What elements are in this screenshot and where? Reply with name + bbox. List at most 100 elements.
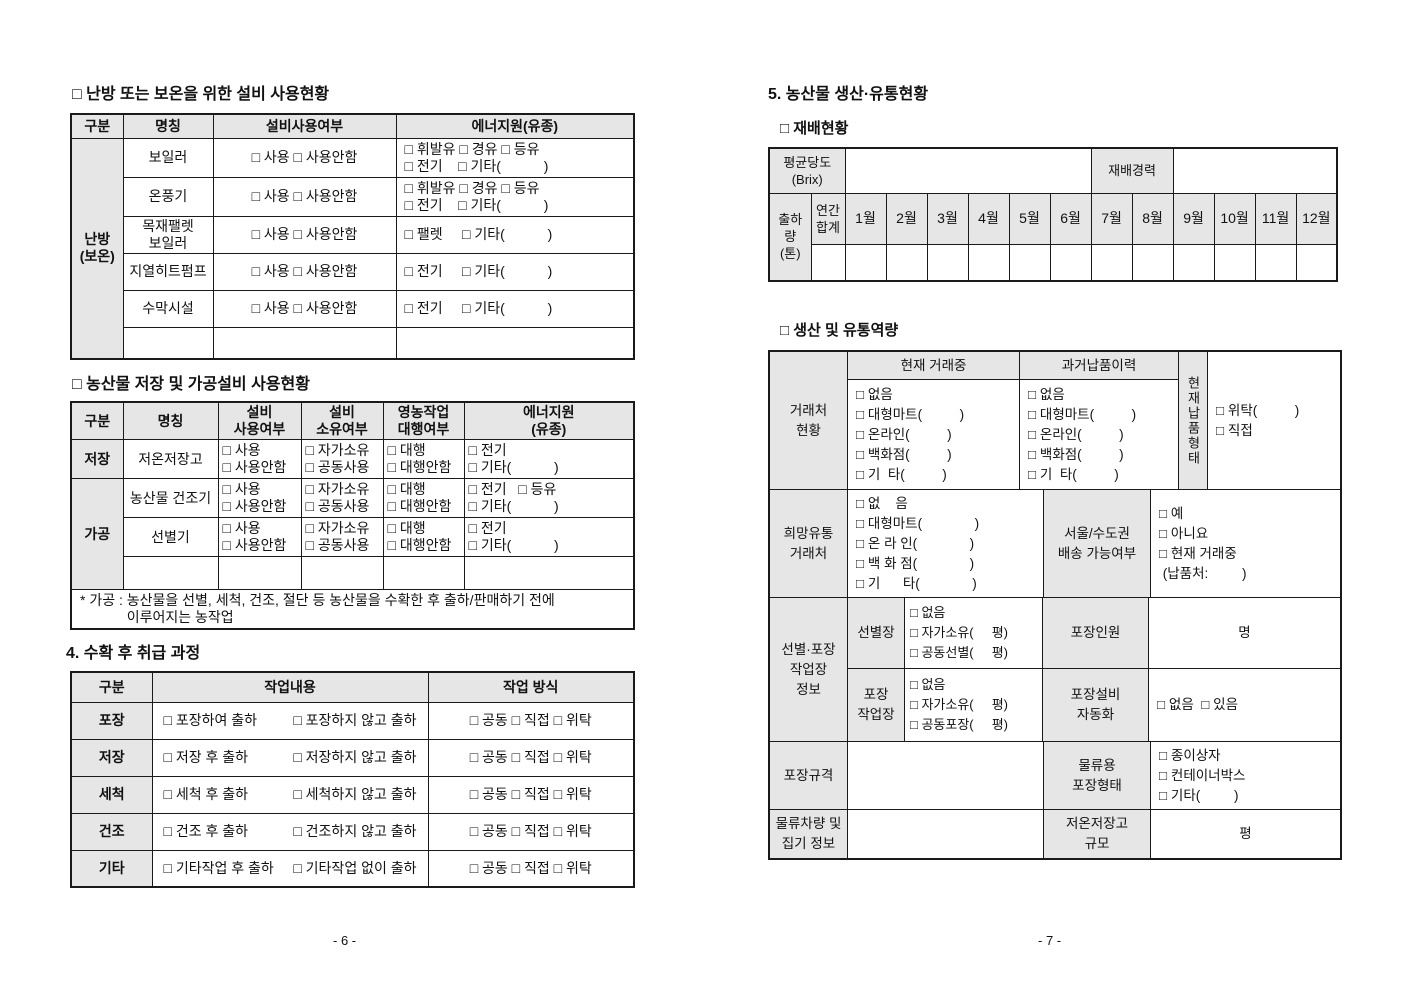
equipment-name-cell: 저온저장고 (122, 439, 219, 479)
shipment-input-cell[interactable] (967, 243, 1010, 282)
automation-label-cell: 포장설비 자동화 (1043, 669, 1149, 741)
automation-checkboxes[interactable]: □ 없음 □ 있음 (1157, 697, 1238, 712)
checkbox-option[interactable]: □ 포장하지 않고 출하 (293, 712, 417, 728)
current-clients-checkboxes[interactable]: □ 없음 □ 대형마트( ) □ 온라인( ) □ 백화점( ) □ 기 타( … (848, 380, 1020, 489)
own-checkbox-cell[interactable]: □ 자가소유 □ 공동사용 (300, 439, 384, 479)
sugar-input-cell[interactable] (844, 147, 1092, 194)
checkbox-option[interactable]: □ 건조하지 않고 출하 (293, 823, 417, 839)
equipment-name-cell: 선별기 (122, 517, 219, 557)
sugar-label-cell: 평균당도 (Brix) (768, 147, 846, 194)
table-row: 건조 □ 건조 후 출하 □ 건조하지 않고 출하 □ 공동 □ 직접 □ 위탁 (70, 812, 635, 851)
agency-checkbox-cell[interactable]: □ 대행 □ 대행안함 (382, 478, 465, 518)
energy-checkbox-cell[interactable]: □ 전기 □ 기타( ) (395, 252, 635, 291)
shipment-input-cell[interactable] (1172, 243, 1215, 282)
input-cell[interactable] (122, 556, 219, 590)
checkbox-option[interactable]: □ 건조 후 출하 (163, 823, 249, 839)
input-cell[interactable] (395, 326, 635, 360)
shipment-input-cell[interactable] (810, 243, 846, 282)
checkbox-option[interactable]: □ 저장 후 출하 (163, 749, 249, 765)
table-row: 선별기 □ 사용 □ 사용안함 □ 자가소유 □ 공동사용 □ 대행 □ 대행안… (71, 517, 635, 557)
energy-checkbox-cell[interactable]: □ 전기 □ 기타( ) (463, 517, 635, 557)
checkbox-option[interactable]: □ 기타작업 후 출하 (163, 859, 274, 876)
checkbox-option[interactable]: □ 저장하지 않고 출하 (293, 749, 417, 765)
shipment-input-cell[interactable] (926, 243, 969, 282)
input-cell[interactable] (300, 556, 384, 590)
shipment-input-cell[interactable] (1049, 243, 1092, 282)
table-header-row: 출하량 (톤) 연간 합계 1월 2월 3월 4월 5월 6월 7월 8월 9월… (768, 192, 1338, 282)
usage-checkbox-cell[interactable]: □ 사용 □ 사용안함 (212, 176, 397, 217)
column-header: 작업내용 (151, 671, 429, 703)
energy-checkbox-cell[interactable]: □ 팰렛 □ 기타( ) (395, 215, 635, 254)
agency-checkbox-cell[interactable]: □ 대행 □ 대행안함 (382, 439, 465, 479)
use-checkbox-cell[interactable]: □ 사용 □ 사용안함 (217, 478, 302, 518)
table-row (769, 243, 1338, 282)
past-clients-checkboxes[interactable]: □ 없음 □ 대형마트( ) □ 온라인( ) □ 백화점( ) □ 기 타( … (1028, 386, 1137, 482)
packing-checkboxes[interactable]: □ 없음 □ 자가소유( 평) □ 공동포장( 평) (905, 669, 1043, 741)
desired-clients-checkboxes[interactable]: □ 없 음 □ 대형마트( ) □ 온 라 인( ) □ 백 화 점( ) □ … (848, 490, 1044, 597)
row-label-cell: 포장규격 (770, 742, 848, 809)
method-checkbox-cell[interactable]: □ 공동 □ 직접 □ 위탁 (427, 812, 635, 851)
energy-checkbox-cell[interactable]: □ 전기 □ 기타( ) (463, 439, 635, 479)
energy-checkbox-cell[interactable]: □ 휘발유 □ 경유 □ 등유 □ 전기 □ 기타( ) (395, 137, 635, 178)
capacity-subtitle: □ 생산 및 유통역량 (780, 322, 899, 339)
logistics-packing-checkboxes[interactable]: □ 종이상자 □ 컨테이너박스 □ 기타( ) (1159, 747, 1246, 803)
work-checkbox-cell[interactable]: □ 포장하여 출하 □ 포장하지 않고 출하 (151, 701, 429, 740)
shipment-input-cell[interactable] (885, 243, 928, 282)
usage-checkbox-cell[interactable]: □ 사용 □ 사용안함 (212, 137, 397, 178)
logistics-info-input-cell[interactable] (848, 810, 1044, 858)
energy-checkbox-cell[interactable]: □ 전기 □ 등유 □ 기타( ) (463, 478, 635, 518)
checkbox-option[interactable]: □ 세척하지 않고 출하 (293, 786, 417, 802)
checkbox-option[interactable]: □ 포장하여 출하 (163, 712, 258, 728)
input-cell[interactable] (217, 556, 302, 590)
method-checkbox-cell[interactable]: □ 공동 □ 직접 □ 위탁 (427, 701, 635, 740)
row-label-cell: 물류차량 및 집기 정보 (770, 810, 848, 858)
method-checkbox-cell[interactable]: □ 공동 □ 직접 □ 위탁 (427, 738, 635, 777)
page-number: - 7 - (1038, 933, 1062, 948)
cold-storage-input-cell[interactable]: 평 (1239, 826, 1252, 841)
input-cell[interactable] (382, 556, 465, 590)
work-checkbox-cell[interactable]: □ 기타작업 후 출하 □ 기타작업 없이 출하 (151, 849, 429, 888)
own-checkbox-cell[interactable]: □ 자가소유 □ 공동사용 (300, 478, 384, 518)
input-cell[interactable] (122, 326, 214, 360)
month-header: 8월 (1131, 192, 1174, 245)
shipment-input-cell[interactable] (1131, 243, 1174, 282)
checkbox-option[interactable]: □ 기타작업 없이 출하 (293, 859, 417, 876)
career-input-cell[interactable] (1172, 147, 1338, 194)
own-checkbox-cell[interactable]: □ 자가소유 □ 공동사용 (300, 517, 384, 557)
table-header-row: 구분 작업내용 작업 방식 (70, 671, 635, 703)
table-row: 저장 저온저장고 □ 사용 □ 사용안함 □ 자가소유 □ 공동사용 □ 대행 … (70, 439, 635, 479)
input-cell[interactable] (212, 326, 397, 360)
use-checkbox-cell[interactable]: □ 사용 □ 사용안함 (217, 439, 302, 479)
energy-checkbox-cell[interactable]: □ 휘발유 □ 경유 □ 등유 □ 전기 □ 기타( ) (395, 176, 635, 217)
equipment-name-cell: 농산물 건조기 (122, 478, 219, 518)
agency-checkbox-cell[interactable]: □ 대행 □ 대행안함 (382, 517, 465, 557)
usage-checkbox-cell[interactable]: □ 사용 □ 사용안함 (212, 252, 397, 291)
column-header: 에너지원 (유종) (463, 401, 635, 440)
energy-checkbox-cell[interactable]: □ 전기 □ 기타( ) (395, 289, 635, 328)
seoul-delivery-checkboxes[interactable]: □ 예 □ 아니요 □ 현재 거래중 (납품처: ) (1159, 505, 1247, 581)
work-checkbox-cell[interactable]: □ 세척 후 출하 □ 세척하지 않고 출하 (151, 775, 429, 814)
delivery-type-checkboxes[interactable]: □ 위탁( ) □ 직접 (1216, 402, 1300, 438)
month-header: 7월 (1090, 192, 1133, 245)
shipment-input-cell[interactable] (1090, 243, 1133, 282)
usage-checkbox-cell[interactable]: □ 사용 □ 사용안함 (212, 289, 397, 328)
row-label-cell: 거래처 현황 (770, 352, 848, 489)
input-cell[interactable] (463, 556, 635, 590)
shipment-input-cell[interactable] (844, 243, 887, 282)
usage-checkbox-cell[interactable]: □ 사용 □ 사용안함 (212, 215, 397, 254)
shipment-input-cell[interactable] (1213, 243, 1256, 282)
packing-standard-input-cell[interactable] (848, 742, 1044, 809)
packing-staff-input-cell[interactable]: 명 (1238, 625, 1251, 640)
use-checkbox-cell[interactable]: □ 사용 □ 사용안함 (217, 517, 302, 557)
method-checkbox-cell[interactable]: □ 공동 □ 직접 □ 위탁 (427, 849, 635, 888)
work-checkbox-cell[interactable]: □ 저장 후 출하 □ 저장하지 않고 출하 (151, 738, 429, 777)
checkbox-option[interactable]: □ 세척 후 출하 (163, 786, 249, 802)
work-checkbox-cell[interactable]: □ 건조 후 출하 □ 건조하지 않고 출하 (151, 812, 429, 851)
table-row: 포장 □ 포장하여 출하 □ 포장하지 않고 출하 □ 공동 □ 직접 □ 위탁 (70, 701, 635, 740)
method-checkbox-cell[interactable]: □ 공동 □ 직접 □ 위탁 (427, 775, 635, 814)
sorting-checkboxes[interactable]: □ 없음 □ 자가소유( 평) □ 공동선별( 평) (905, 598, 1043, 668)
shipment-input-cell[interactable] (1295, 243, 1338, 282)
shipment-input-cell[interactable] (1008, 243, 1051, 282)
seoul-delivery-label-cell: 서울/수도권 배송 가능여부 (1044, 490, 1151, 597)
shipment-input-cell[interactable] (1254, 243, 1297, 282)
